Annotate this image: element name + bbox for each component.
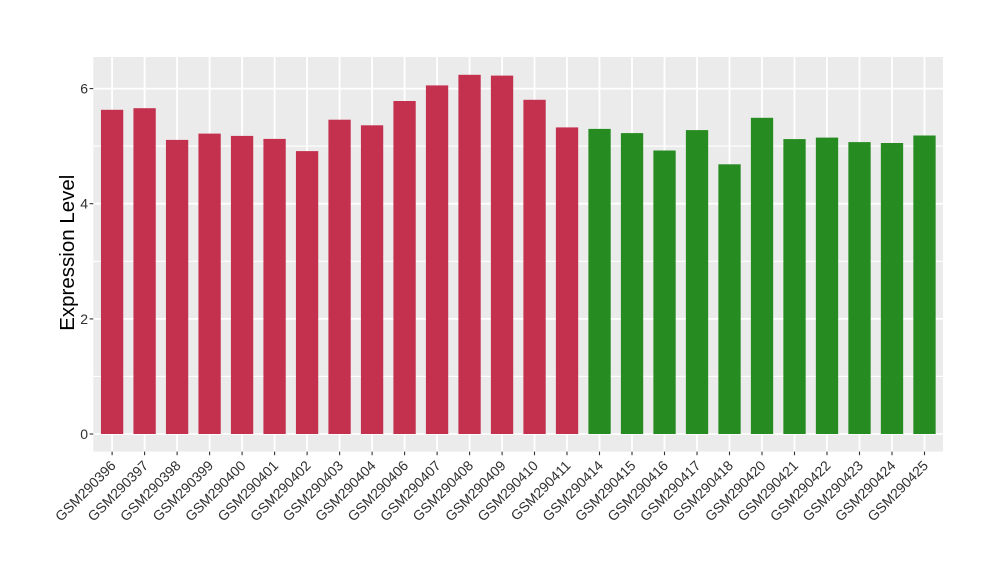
svg-text:Expression Level: Expression Level (56, 175, 79, 331)
svg-text:4: 4 (80, 196, 88, 212)
svg-text:0: 0 (80, 426, 88, 442)
svg-text:2: 2 (80, 311, 88, 327)
svg-text:6: 6 (80, 81, 88, 97)
